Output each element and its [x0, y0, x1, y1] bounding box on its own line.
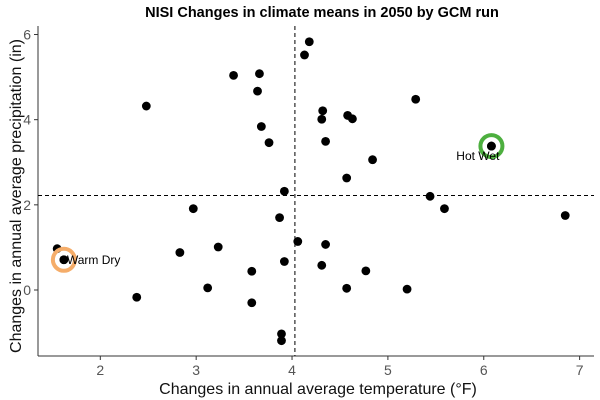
data-point	[348, 114, 357, 124]
data-point	[342, 173, 352, 183]
data-point	[255, 69, 264, 79]
x-tick-label: 3	[192, 362, 200, 378]
x-tick-label: 2	[96, 362, 104, 378]
data-point	[293, 237, 303, 246]
highlight-label: Hot Wet	[456, 149, 500, 163]
plot-area: 2 3 4 5 6 7 0 2 4 6 Hot Wet Warm Dry	[23, 26, 594, 378]
x-tick-label: 6	[480, 362, 488, 378]
data-point	[368, 155, 377, 165]
data-point	[132, 292, 142, 302]
data-point	[425, 191, 435, 201]
data-point	[247, 298, 257, 308]
y-tick-label: 2	[23, 197, 31, 213]
y-axis-label: Changes in annual average precipitation …	[8, 39, 25, 353]
data-point	[277, 329, 286, 339]
data-point	[304, 37, 314, 47]
data-points	[52, 37, 570, 346]
data-point	[279, 186, 289, 196]
data-point	[300, 50, 309, 60]
data-point	[253, 86, 262, 96]
data-point	[203, 283, 213, 293]
data-point	[213, 242, 223, 252]
y-ticks: 0 2 4 6	[23, 27, 38, 298]
data-point	[275, 213, 284, 223]
data-point	[361, 266, 371, 276]
data-point	[256, 122, 266, 131]
data-point	[560, 211, 570, 220]
highlight-ring	[50, 246, 77, 273]
highlight-point	[487, 141, 496, 151]
highlight-point	[59, 255, 69, 265]
data-point	[411, 94, 421, 104]
y-tick-label: 6	[23, 27, 31, 43]
x-tick-label: 4	[288, 362, 296, 378]
x-tick-label: 7	[576, 362, 584, 378]
data-point	[321, 136, 330, 146]
highlight-annotations: Hot Wet Warm Dry	[50, 133, 505, 273]
data-point	[440, 204, 449, 214]
data-point	[229, 70, 238, 80]
data-point	[175, 248, 185, 257]
highlight-label: Warm Dry	[67, 253, 121, 267]
data-point	[342, 283, 352, 293]
data-point	[318, 106, 328, 116]
data-point	[317, 114, 327, 124]
x-ticks: 2 3 4 5 6 7	[96, 356, 584, 378]
y-tick-label: 0	[23, 282, 31, 298]
data-point	[141, 101, 151, 111]
data-point	[247, 266, 257, 276]
data-point	[402, 284, 412, 294]
x-axis-label: Changes in annual average temperature (°…	[159, 381, 477, 398]
x-tick-label: 5	[384, 362, 392, 378]
data-point	[277, 336, 286, 346]
y-tick-label: 4	[23, 112, 31, 128]
chart-title: NISI Changes in climate means in 2050 by…	[145, 5, 499, 21]
data-point	[188, 204, 198, 214]
highlight-ring	[478, 133, 505, 160]
data-point	[279, 257, 289, 266]
data-point	[264, 138, 274, 148]
data-point	[321, 240, 330, 249]
data-point	[317, 260, 327, 270]
